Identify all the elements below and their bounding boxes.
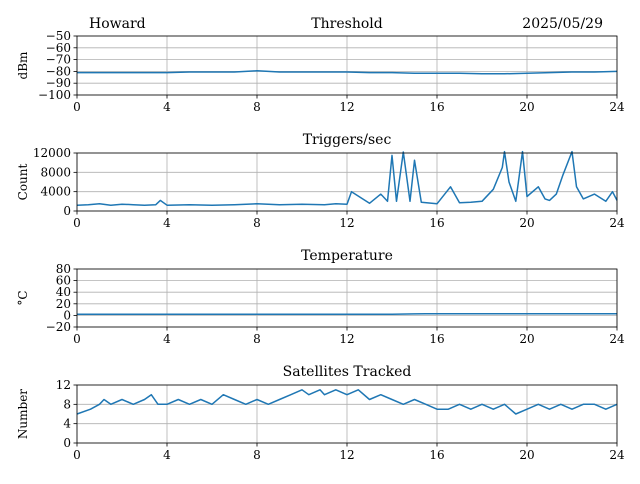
x-tick-label-0: 0 [73, 332, 81, 346]
series-line-1 [77, 312, 617, 315]
x-tick-label-2: 8 [253, 216, 261, 230]
panel-title: Satellites Tracked [283, 364, 412, 380]
y-tick-label-4: 60 [56, 274, 71, 288]
x-tick-label-0: 0 [73, 216, 81, 230]
x-tick-label-3: 12 [339, 448, 354, 462]
panel-2: 0 4 8 12 16 20 24 0 4000 8000 12000 Triggers/sec Cou… [16, 132, 625, 230]
x-tick-label-1: 4 [163, 332, 171, 346]
x-tick-label-3: 12 [339, 216, 354, 230]
x-tick-label-6: 24 [609, 100, 625, 114]
y-tick-label-4: −60 [46, 41, 71, 55]
x-tick-label-1: 4 [163, 216, 171, 230]
y-tick-label-1: 4 [63, 417, 71, 431]
x-tick-label-1: 4 [163, 100, 171, 114]
y-axis-label: °C [16, 290, 30, 305]
x-tick-label-3: 12 [339, 100, 354, 114]
y-axis-label: dBm [16, 51, 30, 80]
x-tick-label-3: 12 [339, 332, 354, 346]
y-axis-label: Number [16, 389, 30, 439]
y-tick-label-3: 12 [56, 378, 71, 392]
y-tick-label-3: 40 [56, 285, 71, 299]
y-tick-label-0: −20 [46, 320, 71, 334]
x-tick-label-2: 8 [253, 100, 261, 114]
y-tick-label-1: 0 [63, 308, 71, 322]
x-tick-label-5: 20 [519, 216, 534, 230]
y-tick-label-1: 4000 [40, 185, 71, 199]
panel-title: Triggers/sec [303, 132, 392, 148]
y-tick-label-0: 0 [63, 436, 71, 450]
panel-4: 0 4 8 12 16 20 24 0 4 8 12 Satellites Tracked Number [16, 364, 625, 462]
x-tick-label-5: 20 [519, 448, 534, 462]
y-tick-label-0: 0 [63, 204, 71, 218]
x-tick-label-6: 24 [609, 332, 625, 346]
date-label: 2025/05/29 [522, 16, 603, 32]
x-tick-label-2: 8 [253, 448, 261, 462]
y-tick-label-3: −70 [46, 53, 71, 67]
y-tick-label-3: 12000 [33, 146, 71, 160]
y-tick-label-5: −50 [46, 29, 71, 43]
y-tick-label-1: −90 [46, 76, 71, 90]
x-tick-label-5: 20 [519, 332, 534, 346]
panel-title: Threshold [311, 16, 382, 32]
y-tick-label-2: −80 [46, 64, 71, 78]
x-tick-label-0: 0 [73, 100, 81, 114]
x-tick-label-2: 8 [253, 332, 261, 346]
panel-title: Temperature [301, 248, 393, 264]
x-tick-label-1: 4 [163, 448, 171, 462]
series-line-1 [77, 70, 618, 75]
y-tick-label-2: 8 [63, 397, 71, 411]
y-tick-label-5: 80 [56, 262, 71, 276]
y-tick-label-2: 20 [56, 297, 71, 311]
x-tick-label-4: 16 [429, 448, 444, 462]
y-tick-label-2: 8000 [40, 165, 71, 179]
x-tick-label-6: 24 [609, 216, 625, 230]
x-tick-label-4: 16 [429, 332, 444, 346]
x-tick-label-6: 24 [609, 448, 625, 462]
panel-1: 0 4 8 12 16 20 24 −100−90−80−70−60−50 Threshold d… [16, 16, 625, 114]
series-line-1 [76, 150, 618, 206]
y-axis-label: Count [16, 163, 30, 200]
series-line-1 [76, 389, 618, 415]
x-tick-label-4: 16 [429, 216, 444, 230]
x-tick-label-5: 20 [519, 100, 534, 114]
y-tick-label-0: −100 [38, 88, 71, 102]
x-tick-label-4: 16 [429, 100, 444, 114]
x-tick-label-0: 0 [73, 448, 81, 462]
station-label: Howard [89, 16, 146, 32]
